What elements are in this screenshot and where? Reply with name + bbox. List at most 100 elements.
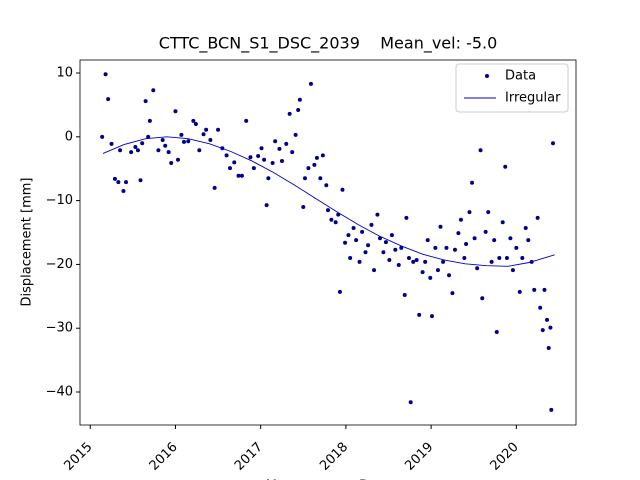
data-point [308, 81, 313, 86]
data-point [444, 245, 449, 250]
data-point [532, 287, 537, 292]
data-point [360, 229, 365, 234]
data-point [212, 185, 217, 190]
data-point [173, 109, 178, 114]
data-point [232, 160, 237, 165]
y-tick-label: 10 [56, 66, 73, 81]
data-point [514, 245, 519, 250]
y-tick-label: −10 [46, 193, 73, 208]
data-point [284, 141, 289, 146]
data-point [312, 162, 317, 167]
x-tick-label: 2015 [62, 440, 96, 474]
data-point [503, 164, 508, 169]
data-point [480, 296, 485, 301]
data-point [140, 141, 145, 146]
data-point [456, 231, 461, 236]
data-point [251, 166, 256, 171]
x-tick-label: 2016 [147, 440, 181, 474]
x-tick-label: 2018 [317, 440, 351, 474]
data-point [143, 99, 148, 104]
data-point [270, 160, 275, 165]
data-point [121, 189, 126, 194]
data-point [191, 118, 196, 123]
data-point [176, 157, 181, 162]
data-point [510, 268, 515, 273]
data-point [489, 259, 494, 264]
data-point [239, 173, 244, 178]
data-point [297, 97, 302, 102]
data-point [273, 139, 278, 144]
data-point [302, 176, 307, 181]
data-point [438, 224, 443, 229]
data-point [337, 289, 342, 294]
data-point [227, 166, 232, 171]
data-point [535, 215, 540, 220]
data-point [396, 263, 401, 268]
data-point [399, 245, 404, 250]
data-point [326, 208, 330, 213]
data-point [414, 257, 419, 262]
data-point [408, 400, 413, 405]
x-axis-label: Measurement Date [266, 479, 390, 480]
data-point [369, 222, 374, 227]
data-point [458, 217, 463, 222]
data-point [375, 212, 380, 217]
data-point [169, 160, 174, 165]
trend-line [102, 136, 555, 267]
data-point [523, 226, 528, 231]
data-point [420, 270, 425, 275]
data-point [540, 328, 545, 333]
data-point [193, 122, 198, 127]
data-point [346, 233, 351, 238]
data-point [425, 238, 430, 243]
data-point [138, 178, 143, 183]
data-point [351, 226, 356, 231]
data-point [109, 141, 114, 146]
data-point [429, 314, 434, 319]
legend-marker [485, 74, 489, 78]
data-point [256, 153, 261, 158]
data-point [204, 127, 209, 132]
y-tick-label: −20 [46, 257, 73, 272]
data-point [357, 259, 362, 264]
data-point [441, 259, 446, 264]
data-point [293, 132, 298, 137]
data-point [450, 291, 455, 296]
legend-box [455, 63, 569, 113]
data-point [483, 229, 488, 234]
data-point [236, 173, 241, 178]
data-point [248, 155, 253, 160]
data-point [163, 143, 168, 148]
data-point [381, 250, 386, 255]
data-point [500, 220, 505, 225]
data-point [343, 240, 348, 245]
data-point [542, 287, 547, 292]
data-point [318, 176, 323, 181]
data-point [266, 176, 271, 181]
data-point [486, 210, 491, 215]
data-point [208, 138, 213, 143]
data-point [224, 153, 229, 158]
data-point [287, 111, 292, 116]
data-point [333, 220, 338, 225]
data-point [106, 97, 111, 102]
data-point [354, 238, 359, 243]
data-point [147, 118, 152, 123]
data-point [467, 210, 472, 215]
data-point [389, 233, 394, 238]
data-point [301, 204, 306, 209]
data-point [470, 180, 475, 185]
data-point [129, 150, 134, 155]
data-point [160, 138, 165, 143]
data-point [546, 345, 551, 350]
data-point [433, 245, 438, 250]
data-point [201, 132, 206, 137]
data-point [329, 217, 334, 222]
y-tick-label: −30 [46, 321, 73, 336]
data-point [124, 180, 129, 185]
data-point [550, 141, 555, 146]
data-point [417, 312, 422, 317]
data-point [186, 139, 191, 144]
y-axis-label: Displacement [mm] [20, 178, 35, 307]
